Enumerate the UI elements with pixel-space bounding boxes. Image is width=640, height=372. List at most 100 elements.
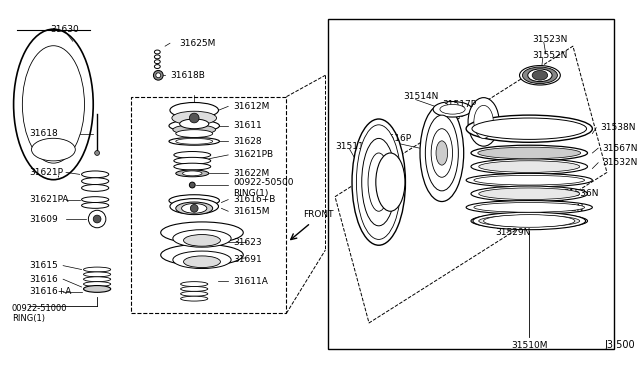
Text: 31567N: 31567N [602,144,637,153]
Ellipse shape [352,119,405,245]
Ellipse shape [484,215,575,227]
Text: 31615M: 31615M [233,207,269,216]
Text: 31623: 31623 [233,238,262,247]
Text: 31622M: 31622M [233,169,269,178]
Text: 31618B: 31618B [170,71,205,80]
Ellipse shape [31,138,76,161]
Circle shape [88,210,106,228]
Ellipse shape [466,173,593,187]
Ellipse shape [81,185,109,191]
Ellipse shape [180,119,209,129]
Ellipse shape [81,178,109,185]
Text: 31615: 31615 [29,261,58,270]
Text: 00922-51000
RING(1): 00922-51000 RING(1) [12,304,67,323]
Text: 31552N: 31552N [532,51,568,60]
Ellipse shape [81,171,109,178]
Text: 31532N: 31532N [602,158,637,167]
Ellipse shape [182,171,202,176]
Text: 31628: 31628 [233,137,262,146]
Ellipse shape [362,138,396,226]
Text: 31612M: 31612M [233,102,269,111]
Ellipse shape [154,50,160,54]
Text: 31536N: 31536N [563,189,599,198]
Ellipse shape [420,105,464,202]
Text: 31691: 31691 [233,255,262,264]
Text: 31516P: 31516P [377,134,411,143]
Text: 31609: 31609 [29,215,58,224]
Ellipse shape [174,163,211,170]
Text: 00922-50500
RING(1): 00922-50500 RING(1) [233,178,294,198]
Ellipse shape [473,212,586,230]
Ellipse shape [368,153,389,211]
Ellipse shape [433,102,472,117]
Ellipse shape [474,202,584,212]
Ellipse shape [174,151,211,158]
Bar [131,97,287,313]
Ellipse shape [520,65,561,85]
Ellipse shape [176,138,212,144]
Text: 31611: 31611 [233,121,262,130]
Bar [328,19,614,349]
Circle shape [189,182,195,188]
Ellipse shape [173,251,231,269]
Ellipse shape [172,111,216,125]
Circle shape [156,73,161,78]
Ellipse shape [170,199,218,214]
Ellipse shape [169,137,220,145]
Ellipse shape [468,97,499,146]
Ellipse shape [174,157,211,164]
Ellipse shape [180,296,208,301]
Ellipse shape [440,105,465,114]
Ellipse shape [184,256,220,267]
Ellipse shape [180,282,208,286]
Ellipse shape [466,201,593,214]
Ellipse shape [478,147,580,159]
Ellipse shape [471,213,588,229]
Ellipse shape [479,161,580,172]
Ellipse shape [173,230,231,247]
Ellipse shape [173,125,216,135]
Ellipse shape [471,145,588,161]
Circle shape [154,70,163,80]
Ellipse shape [471,186,588,202]
Ellipse shape [83,286,111,292]
Ellipse shape [479,188,580,200]
Text: 31618: 31618 [29,129,58,138]
Ellipse shape [176,202,212,215]
Ellipse shape [528,69,552,81]
Ellipse shape [81,202,109,208]
Ellipse shape [176,170,209,177]
Ellipse shape [466,115,593,142]
Ellipse shape [474,105,493,138]
Ellipse shape [13,29,93,180]
Ellipse shape [532,70,548,80]
Text: J3 500: J3 500 [604,340,635,350]
Ellipse shape [436,141,447,165]
Text: FRONT: FRONT [303,210,333,219]
Text: 31621P: 31621P [29,168,63,177]
Ellipse shape [170,102,218,118]
Text: 31511M: 31511M [335,142,372,151]
Text: 31523N: 31523N [532,35,568,44]
Text: 31621PB: 31621PB [233,150,273,160]
Text: 31517P: 31517P [442,100,476,109]
Ellipse shape [154,55,160,59]
Circle shape [93,215,101,223]
Ellipse shape [471,159,588,174]
Ellipse shape [83,272,111,277]
Ellipse shape [180,291,208,296]
Ellipse shape [83,277,111,282]
Text: 31625M: 31625M [180,39,216,48]
Ellipse shape [356,125,401,240]
Ellipse shape [169,195,220,206]
Ellipse shape [161,244,243,266]
Ellipse shape [182,203,207,213]
Ellipse shape [22,46,84,163]
Text: 31536N: 31536N [532,218,568,227]
Ellipse shape [472,118,586,140]
Ellipse shape [431,129,452,177]
Ellipse shape [161,222,243,243]
Text: 31616+B: 31616+B [233,195,275,204]
Circle shape [189,113,199,123]
Ellipse shape [154,65,160,68]
